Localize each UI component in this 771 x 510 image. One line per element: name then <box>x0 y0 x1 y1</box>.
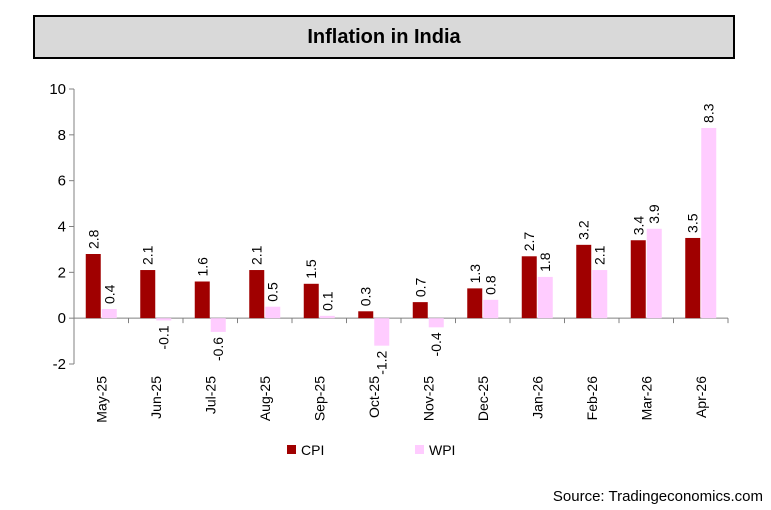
x-tick-label: Dec-25 <box>475 376 491 421</box>
data-label-cpi: 0.3 <box>358 287 374 307</box>
data-label-cpi: 2.1 <box>249 245 265 265</box>
legend-label-cpi: CPI <box>301 442 324 458</box>
bar-cpi <box>249 270 265 319</box>
bar-wpi <box>319 315 335 319</box>
y-tick-label: 0 <box>58 310 66 327</box>
data-label-wpi: 3.9 <box>646 204 662 224</box>
x-tick-label: Oct-25 <box>366 376 382 418</box>
bar-cpi <box>576 244 592 319</box>
data-label-wpi: 0.1 <box>319 291 335 311</box>
legend-label-wpi: WPI <box>429 442 455 458</box>
legend-swatch-cpi <box>287 445 296 454</box>
bar-wpi <box>210 318 226 332</box>
x-tick-label: Aug-25 <box>257 376 273 421</box>
source-note: Source: Tradingeconomics.com <box>552 488 763 505</box>
x-tick-label: May-25 <box>93 376 109 423</box>
y-tick-label: 10 <box>49 81 66 98</box>
data-label-cpi: 0.7 <box>412 277 428 297</box>
data-label-cpi: 1.6 <box>194 257 210 277</box>
x-tick-label: Jan-26 <box>529 376 545 419</box>
data-label-wpi: 8.3 <box>701 103 717 123</box>
data-label-cpi: 1.3 <box>467 264 483 284</box>
data-label-wpi: 1.8 <box>537 252 553 272</box>
data-label-wpi: -1.2 <box>374 350 390 374</box>
data-label-cpi: 2.1 <box>140 245 156 265</box>
chart-tick-labels: -2 0 2 4 6 8 10 May-25 Jun-25 Jul-25 Aug-25 Sep-25 O… <box>49 81 708 423</box>
y-tick-label: 2 <box>58 264 66 281</box>
y-tick-label: -2 <box>53 356 66 373</box>
y-tick-label: 4 <box>58 219 66 236</box>
chart-title: Inflation in India <box>33 15 735 59</box>
bar-cpi <box>303 283 319 319</box>
bar-cpi <box>685 237 701 319</box>
bar-wpi <box>101 309 117 319</box>
bar-cpi <box>412 302 428 319</box>
x-tick-label: Nov-25 <box>420 376 436 421</box>
bar-cpi <box>467 288 483 319</box>
data-label-wpi: 0.8 <box>483 275 499 295</box>
x-tick-label: Jun-25 <box>148 376 164 419</box>
data-label-wpi: -0.6 <box>210 337 226 361</box>
bar-wpi <box>265 306 281 319</box>
y-tick-label: 6 <box>58 173 66 190</box>
data-label-cpi: 1.5 <box>303 259 319 279</box>
data-label-cpi: 3.2 <box>576 220 592 240</box>
data-label-cpi: 3.4 <box>630 216 646 236</box>
y-tick-label: 8 <box>58 127 66 144</box>
bar-cpi <box>194 281 210 319</box>
bar-cpi <box>85 254 101 319</box>
data-label-wpi: 0.4 <box>101 284 117 304</box>
bar-wpi <box>483 299 499 319</box>
chart-legend: CPI WPI <box>287 442 455 458</box>
legend-swatch-wpi <box>415 445 424 454</box>
data-label-cpi: 2.7 <box>521 232 537 252</box>
bar-wpi <box>701 127 717 319</box>
chart-data-labels: 2.8 0.4 2.1 -0.1 1.6 -0.6 2.1 0.5 1.50.1 0.3 -1.2 0… <box>85 103 717 375</box>
bar-cpi <box>630 240 646 319</box>
bar-wpi <box>156 318 172 321</box>
data-label-wpi: -0.1 <box>156 325 172 349</box>
data-label-wpi: -0.4 <box>428 332 444 356</box>
chart-axes <box>69 88 729 365</box>
bar-wpi <box>374 318 390 346</box>
x-tick-label: Feb-26 <box>584 376 600 421</box>
x-tick-label: Apr-26 <box>693 376 709 418</box>
x-tick-label: Jul-25 <box>202 376 218 414</box>
data-label-wpi: 0.5 <box>265 282 281 302</box>
bar-wpi <box>592 270 608 319</box>
data-label-wpi: 2.1 <box>592 245 608 265</box>
bar-wpi <box>428 318 444 328</box>
x-tick-label: Sep-25 <box>311 376 327 421</box>
data-label-cpi: 3.5 <box>685 213 701 233</box>
bar-wpi <box>537 276 553 319</box>
data-label-cpi: 2.8 <box>85 229 101 249</box>
bar-cpi <box>358 311 374 319</box>
bar-wpi <box>646 228 662 319</box>
bar-cpi <box>140 270 156 319</box>
x-tick-label: Mar-26 <box>638 376 654 421</box>
bar-cpi <box>521 256 537 319</box>
chart-bars <box>85 127 717 346</box>
